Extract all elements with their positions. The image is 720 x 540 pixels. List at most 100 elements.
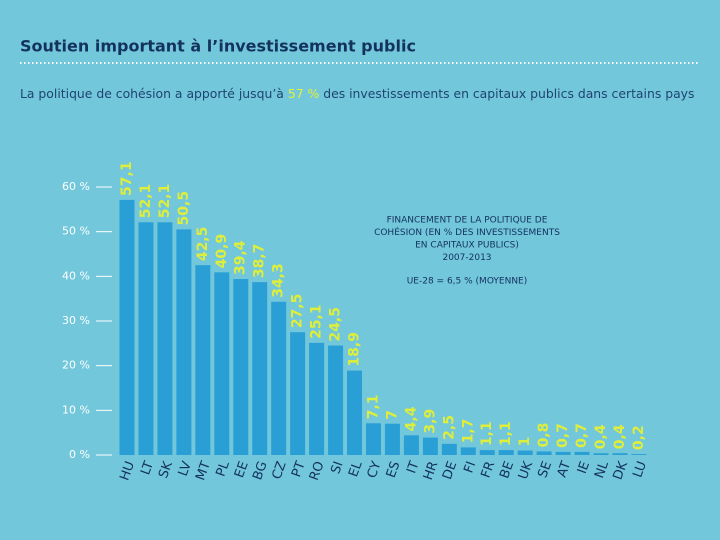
- x-tick-label: DE: [440, 459, 460, 481]
- bar: [441, 443, 457, 455]
- x-tick-label: IT: [404, 459, 422, 475]
- x-tick-label: BE: [497, 459, 517, 480]
- chart-title: Soutien important à l’investissement pub…: [20, 37, 416, 56]
- bar: [157, 222, 173, 455]
- bar: [479, 450, 495, 455]
- annotation: 2007-2013: [442, 253, 491, 263]
- x-tick-label: MT: [193, 459, 214, 482]
- bar: [555, 451, 571, 455]
- x-tick-label: AT: [555, 459, 575, 479]
- y-tick-label: 50 %: [62, 225, 90, 238]
- value-label: 52,1: [157, 184, 173, 219]
- bar: [138, 222, 154, 455]
- bar: [384, 423, 400, 455]
- value-label: 42,5: [195, 227, 211, 262]
- bar: [365, 423, 381, 455]
- x-tick-label: NL: [592, 459, 612, 481]
- annotation: EN CAPITAUX PUBLICS): [415, 241, 519, 251]
- annotation: COHÉSION (EN % DES INVESTISSEMENTS: [374, 226, 560, 238]
- bar: [252, 282, 268, 455]
- value-label: 39,4: [233, 240, 249, 275]
- value-label: 1,1: [479, 421, 495, 446]
- x-tick-label: RO: [307, 459, 328, 482]
- value-label: 52,1: [138, 184, 154, 219]
- value-label: 27,5: [290, 294, 306, 329]
- value-label: 0,7: [555, 423, 571, 448]
- x-tick-label: LU: [630, 459, 650, 479]
- value-label: 0,7: [574, 423, 590, 448]
- value-label: 0,4: [612, 424, 628, 449]
- value-label: 25,1: [309, 304, 325, 339]
- y-tick-label: 0 %: [69, 448, 90, 461]
- x-tick-label: ES: [384, 459, 404, 480]
- x-tick-label: BG: [250, 459, 271, 482]
- bar: [631, 454, 647, 455]
- value-label: 7,1: [365, 394, 381, 419]
- x-tick-label: PL: [214, 459, 234, 479]
- y-tick-label: 30 %: [62, 314, 90, 327]
- x-tick-label: LT: [138, 459, 157, 477]
- x-tick-label: UK: [516, 459, 536, 482]
- y-tick-label: 20 %: [62, 359, 90, 372]
- subtitle-text: des investissements en capitaux publics …: [319, 86, 694, 101]
- bar: [422, 437, 438, 455]
- value-label: 4,4: [403, 406, 419, 431]
- bar: [328, 345, 344, 455]
- x-tick-label: HU: [117, 459, 138, 482]
- average-note: UE-28 = 6,5 % (MOYENNE): [407, 277, 528, 287]
- x-tick-label: FR: [479, 459, 499, 480]
- bar: [271, 301, 287, 455]
- annotation: FINANCEMENT DE LA POLITIQUE DE: [387, 216, 548, 226]
- value-label: 40,9: [214, 234, 230, 269]
- bar: [233, 279, 249, 455]
- value-label: 57,1: [119, 161, 135, 196]
- x-tick-label: PT: [289, 459, 309, 479]
- x-tick-label: CZ: [269, 459, 289, 481]
- value-label: 3,9: [422, 409, 438, 434]
- value-label: 0,8: [536, 423, 552, 448]
- x-tick-label: SK: [156, 459, 176, 480]
- x-tick-label: SI: [328, 459, 346, 475]
- x-tick-label: FI: [461, 459, 479, 475]
- bar: [498, 450, 514, 455]
- y-tick-label: 40 %: [62, 269, 90, 282]
- value-label: 38,7: [252, 244, 268, 279]
- value-label: 1: [517, 437, 533, 447]
- bar: [403, 435, 419, 455]
- bar: [612, 453, 628, 455]
- x-tick-label: DK: [611, 459, 632, 482]
- bar: [593, 453, 609, 455]
- bar: [195, 265, 211, 455]
- subtitle: La politique de cohésion a apporté jusqu…: [20, 86, 694, 101]
- y-tick-label: 10 %: [62, 403, 90, 416]
- bar: [517, 450, 533, 455]
- value-label: 1,7: [460, 419, 476, 444]
- x-tick-label: LV: [176, 459, 195, 478]
- bar: [290, 332, 306, 455]
- bar: [309, 342, 325, 455]
- value-label: 2,5: [441, 415, 457, 440]
- bar: [119, 199, 135, 455]
- bar: [176, 229, 192, 455]
- subtitle-highlight: 57 %: [288, 86, 320, 101]
- y-tick-label: 60 %: [62, 180, 90, 193]
- bar: [574, 451, 590, 455]
- bar: [460, 447, 476, 455]
- x-tick-label: IE: [575, 459, 593, 475]
- value-label: 34,3: [271, 263, 287, 298]
- x-tick-label: HR: [421, 459, 442, 482]
- bar: [536, 451, 552, 455]
- bar: [214, 272, 230, 455]
- value-label: 0,2: [631, 425, 647, 450]
- value-label: 18,9: [347, 332, 363, 367]
- x-tick-label: SE: [535, 459, 555, 480]
- value-label: 0,4: [593, 424, 609, 449]
- value-label: 50,5: [176, 191, 192, 226]
- bar: [347, 370, 363, 455]
- value-label: 24,5: [328, 307, 344, 342]
- value-label: 7: [384, 410, 400, 420]
- x-tick-label: EL: [346, 459, 366, 479]
- subtitle-text: La politique de cohésion a apporté jusqu…: [20, 86, 288, 101]
- x-tick-label: CY: [365, 459, 385, 480]
